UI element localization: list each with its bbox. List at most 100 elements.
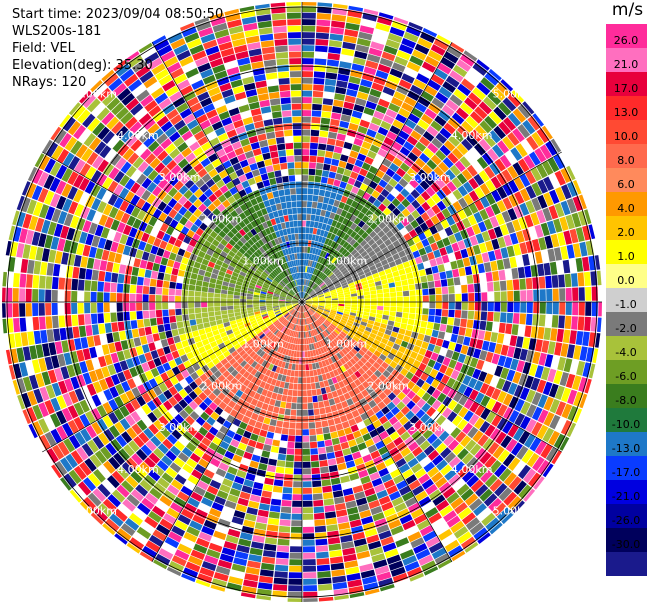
velocity-gate (67, 405, 79, 419)
velocity-gate (312, 304, 318, 307)
velocity-gate (326, 412, 334, 420)
velocity-gate (319, 407, 326, 415)
velocity-gate (167, 198, 178, 208)
velocity-gate (302, 110, 312, 117)
velocity-gate (308, 234, 313, 241)
velocity-gate (114, 421, 126, 434)
velocity-gate (329, 342, 335, 349)
velocity-gate (390, 306, 397, 312)
velocity-gate (148, 253, 156, 263)
velocity-gate (269, 314, 276, 319)
velocity-gate (388, 315, 396, 322)
velocity-gate (97, 483, 111, 498)
velocity-gate (92, 488, 107, 502)
velocity-gate (265, 530, 278, 539)
velocity-gate (116, 243, 125, 254)
velocity-gate (342, 315, 349, 320)
velocity-gate (336, 166, 345, 175)
velocity-gate (166, 259, 175, 268)
velocity-gate (88, 246, 97, 258)
velocity-gate (181, 573, 196, 583)
velocity-gate (446, 377, 456, 388)
velocity-gate (84, 280, 92, 291)
velocity-gate (152, 396, 162, 408)
velocity-gate (321, 479, 331, 487)
velocity-gate (334, 594, 349, 601)
velocity-gate (475, 359, 485, 370)
velocity-gate (410, 351, 418, 360)
velocity-gate (369, 471, 381, 481)
velocity-gate (395, 537, 410, 548)
velocity-gate (379, 353, 387, 361)
velocity-gate (343, 363, 350, 371)
velocity-gate (50, 428, 63, 444)
velocity-gate (142, 165, 154, 177)
velocity-gate (452, 443, 464, 456)
velocity-gate (346, 368, 354, 376)
velocity-gate (365, 385, 374, 394)
velocity-gate (294, 233, 299, 240)
velocity-gate (265, 354, 271, 362)
velocity-gate (277, 373, 283, 381)
velocity-gate (492, 322, 500, 333)
velocity-gate (162, 438, 174, 450)
velocity-gate (438, 430, 450, 442)
velocity-gate (239, 421, 248, 430)
velocity-gate (329, 425, 337, 433)
velocity-gate (58, 303, 65, 315)
velocity-gate (97, 281, 104, 292)
velocity-gate (204, 327, 212, 334)
velocity-gate (221, 314, 229, 319)
velocity-gate (406, 390, 416, 400)
velocity-gate (133, 337, 142, 347)
velocity-gate (282, 319, 288, 325)
velocity-gate (247, 312, 255, 317)
velocity-gate (81, 443, 94, 457)
velocity-gate (392, 326, 400, 333)
velocity-gate (271, 317, 277, 322)
velocity-gate (318, 317, 324, 323)
velocity-gate (195, 416, 206, 426)
velocity-gate (236, 318, 243, 324)
velocity-gate (311, 343, 315, 350)
velocity-gate (463, 410, 474, 422)
velocity-gate (125, 358, 135, 369)
velocity-gate (144, 153, 157, 165)
velocity-gate (164, 215, 173, 226)
velocity-gate (541, 340, 550, 353)
velocity-gate (227, 365, 235, 374)
velocity-gate (295, 175, 302, 182)
velocity-gate (330, 477, 341, 485)
velocity-gate (227, 305, 234, 310)
velocity-gate (148, 534, 164, 547)
velocity-gate (162, 205, 173, 215)
velocity-gate (16, 378, 27, 394)
velocity-gate (108, 206, 119, 219)
velocity-gate (182, 431, 194, 441)
velocity-gate (157, 190, 168, 201)
velocity-gate (44, 415, 56, 431)
velocity-gate (452, 391, 463, 403)
velocity-gate (313, 77, 325, 85)
velocity-gate (66, 227, 76, 241)
velocity-gate (113, 452, 126, 466)
velocity-gate (324, 439, 333, 447)
velocity-gate (395, 411, 405, 421)
velocity-gate (369, 414, 379, 423)
velocity-gate (233, 510, 246, 519)
velocity-gate (318, 137, 328, 144)
velocity-gate (453, 526, 469, 539)
velocity-gate (302, 455, 311, 462)
velocity-gate (200, 474, 212, 485)
velocity-gate (316, 309, 323, 314)
velocity-gate (462, 470, 475, 483)
velocity-gate (495, 431, 507, 445)
velocity-gate (58, 290, 65, 302)
velocity-gate (250, 398, 259, 407)
velocity-gate (356, 550, 371, 560)
velocity-gate (57, 441, 70, 457)
velocity-gate (183, 531, 198, 543)
velocity-gate (20, 332, 29, 347)
velocity-gate (302, 494, 313, 501)
velocity-gate (277, 453, 286, 461)
